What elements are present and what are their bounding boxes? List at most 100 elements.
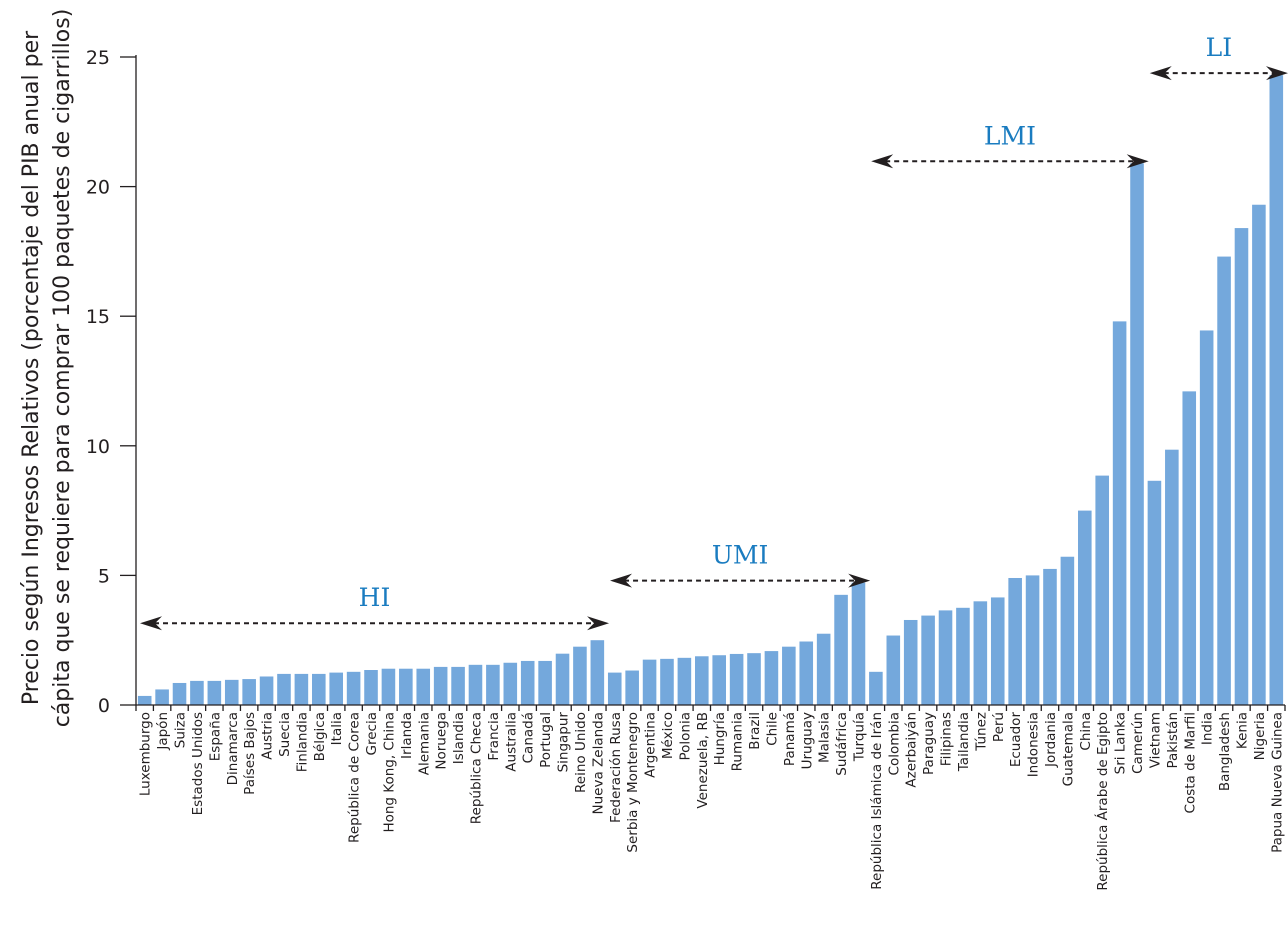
bar-17 [416, 668, 431, 705]
bar-1 [137, 695, 152, 705]
bar-57 [1112, 321, 1127, 705]
x-tick-label: República Checa [468, 712, 484, 824]
bar-23 [520, 660, 535, 705]
x-tick-label: Grecia [364, 712, 380, 755]
bar-64 [1234, 228, 1249, 705]
x-tick-label: Austria [260, 712, 276, 760]
bar-54 [1060, 556, 1075, 705]
bar-16 [399, 668, 413, 705]
x-tick-label: Japón [155, 712, 171, 751]
x-tick-label: India [1200, 712, 1216, 745]
bar-5 [207, 680, 222, 705]
x-tick-label: Panamá [782, 712, 798, 766]
bar-12 [329, 672, 343, 705]
bar-4 [190, 680, 204, 705]
x-tick-label: Malasia [817, 712, 833, 763]
x-tick-label: Costa de Marfil [1182, 712, 1198, 813]
x-tick-label: Túnez [973, 712, 989, 752]
x-tick-label: Federación Rusa [608, 712, 624, 823]
bar-10 [294, 673, 309, 705]
x-tick-label: Noruega [434, 712, 450, 770]
hi-group-label: HI [359, 583, 391, 612]
bar-34 [712, 655, 726, 705]
x-tick-label: México [660, 712, 676, 759]
bar-2 [155, 689, 169, 705]
x-tick-label: España [207, 712, 223, 761]
x-tick-label: Países Bajos [242, 712, 258, 795]
x-tick-label: Azerbaiyán [904, 712, 920, 788]
hi-arrowhead-left [140, 616, 162, 631]
x-tick-label: Australia [503, 712, 519, 772]
bar-48 [956, 607, 970, 705]
bar-33 [695, 656, 709, 705]
bar-62 [1199, 330, 1214, 705]
li-arrowhead-left [1149, 66, 1172, 81]
bar-37 [764, 651, 779, 705]
lmi-arrowhead-left [871, 154, 894, 169]
y-tick-label: 25 [86, 47, 110, 69]
x-tick-label: Hungría [712, 712, 728, 765]
x-tick-label: Italia [329, 712, 345, 745]
y-tick-label: 5 [98, 565, 110, 587]
bar-32 [677, 657, 692, 705]
bar-35 [729, 653, 744, 705]
bar-28 [607, 672, 622, 705]
x-tick-label: Papua Nueva Guinea [1269, 712, 1285, 853]
y-tick-label: 15 [86, 306, 110, 328]
y-axis-title-line-1: Precio según Ingresos Relativos (porcent… [19, 30, 44, 705]
li-arrowhead-right [1266, 66, 1288, 81]
x-tick-label: Singapur [556, 712, 572, 773]
x-tick-label: Brazil [747, 712, 763, 750]
y-axis: 0 5 10 15 20 25 [86, 47, 137, 717]
y-tick-label: 20 [86, 177, 110, 199]
x-tick-label: Portugal [538, 712, 554, 768]
x-tick-label: Luxemburgo [138, 712, 154, 796]
x-tick-label: Rumania [730, 712, 746, 771]
bar-8 [259, 676, 274, 705]
lmi-group-label: LMI [984, 121, 1036, 150]
bar-63 [1217, 256, 1231, 705]
bar-26 [573, 646, 587, 705]
bar-50 [990, 597, 1005, 705]
x-tick-label: Reino Unido [573, 712, 589, 793]
y-axis-title-line-2: cápita que se requiere para comprar 100 … [50, 9, 75, 728]
x-tick-label: Polonia [677, 712, 693, 761]
bar-38 [782, 646, 796, 705]
bar-41 [834, 594, 848, 705]
hi-arrowhead-right [587, 616, 610, 631]
x-tick-label: Jordania [1043, 712, 1059, 768]
x-tick-label: Serbia y Montenegro [625, 712, 641, 853]
x-axis: Luxemburgo Japón Suiza Estados Unidos España… [135, 704, 1286, 891]
x-tick-label: Bélgica [312, 712, 328, 761]
umi-group-label: UMI [712, 541, 769, 570]
x-tick-label: Paraguay [921, 712, 937, 775]
y-tick-label: 10 [86, 436, 110, 458]
x-tick-label: Camerún [1130, 712, 1146, 774]
x-tick-label: Venezuela, RB [695, 712, 711, 809]
bar-46 [921, 615, 935, 705]
bar-21 [486, 664, 500, 705]
x-tick-label: Turquía [851, 712, 867, 762]
bar-51 [1008, 577, 1022, 705]
income-group-annotations: HI UMI LMI LI [140, 33, 1288, 631]
x-tick-label: Perú [991, 712, 1007, 742]
x-tick-label: Nueva Zelanda [590, 712, 606, 815]
bar-60 [1165, 449, 1179, 705]
bar-14 [364, 670, 378, 705]
x-tick-label: Hong Kong, China [381, 712, 397, 833]
bar-27 [590, 640, 605, 705]
x-tick-label: Sri Lanka [1113, 712, 1129, 774]
bar-7 [242, 679, 256, 705]
x-tick-label: Nigeria [1252, 712, 1268, 760]
x-tick-label: Chile [764, 712, 780, 746]
bar-40 [816, 633, 831, 705]
x-tick-label: Irlanda [399, 712, 415, 759]
bar-31 [660, 658, 674, 705]
bar-25 [555, 653, 570, 705]
bar-59 [1147, 480, 1162, 705]
x-tick-label: Islandia [451, 712, 467, 764]
bar-49 [973, 601, 988, 705]
x-tick-label: Dinamarca [225, 712, 241, 785]
bar-3 [172, 682, 187, 705]
x-tick-label: Canadá [521, 712, 537, 763]
